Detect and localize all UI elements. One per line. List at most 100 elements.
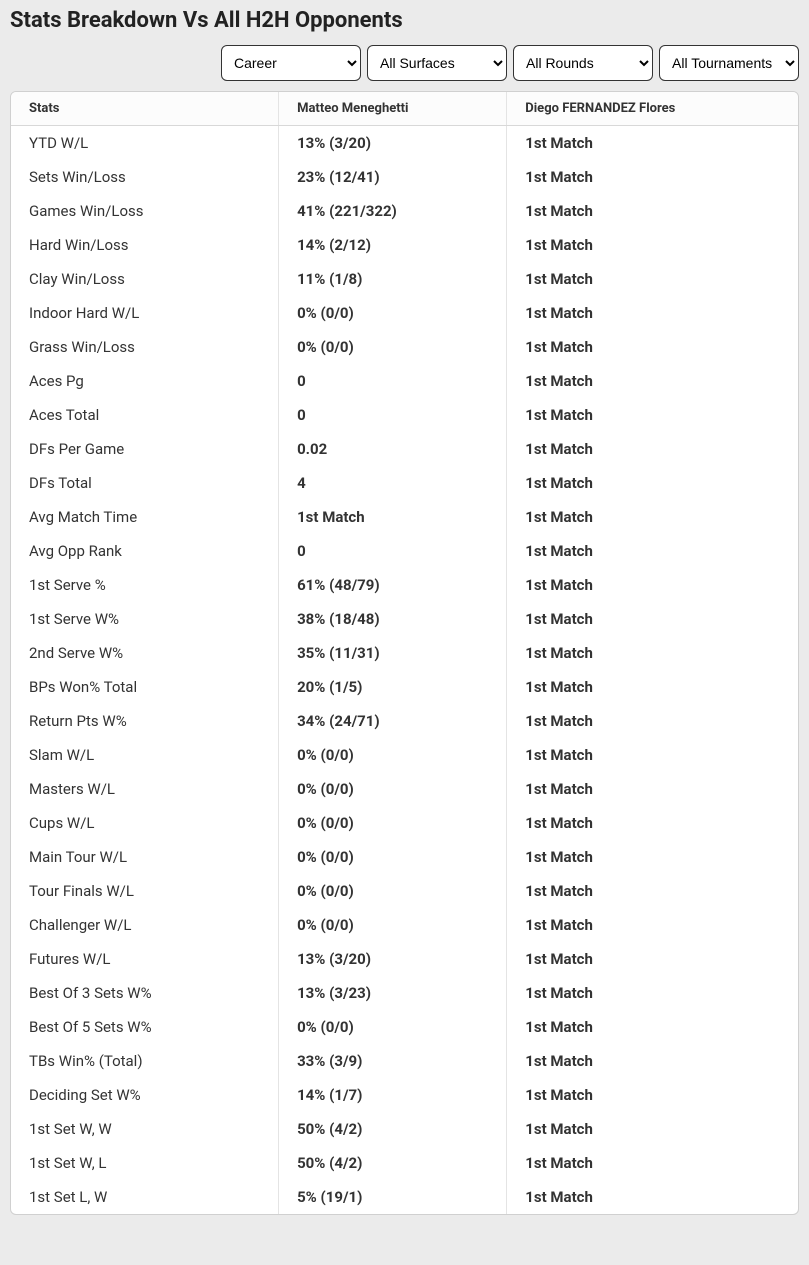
player2-value: 1st Match [507,670,798,704]
player2-value: 1st Match [507,738,798,772]
filter-rounds[interactable]: All Rounds [513,45,653,81]
stat-label: Deciding Set W% [11,1078,279,1112]
table-row: Indoor Hard W/L0% (0/0)1st Match [11,296,798,330]
table-row: Sets Win/Loss23% (12/41)1st Match [11,160,798,194]
stat-label: DFs Total [11,466,279,500]
stat-label: Avg Match Time [11,500,279,534]
player1-value: 5% (19/1) [279,1180,507,1214]
table-row: Challenger W/L0% (0/0)1st Match [11,908,798,942]
stat-label: Masters W/L [11,772,279,806]
player2-value: 1st Match [507,126,798,161]
player1-value: 0% (0/0) [279,908,507,942]
player1-value: 0% (0/0) [279,840,507,874]
stat-label: Sets Win/Loss [11,160,279,194]
player2-value: 1st Match [507,262,798,296]
stat-label: Clay Win/Loss [11,262,279,296]
col-header-stats: Stats [11,92,279,126]
stat-label: 1st Serve W% [11,602,279,636]
table-row: Hard Win/Loss14% (2/12)1st Match [11,228,798,262]
table-row: Slam W/L0% (0/0)1st Match [11,738,798,772]
player2-value: 1st Match [507,636,798,670]
player1-value: 13% (3/20) [279,126,507,161]
player2-value: 1st Match [507,942,798,976]
player1-value: 13% (3/20) [279,942,507,976]
stat-label: 2nd Serve W% [11,636,279,670]
filter-tournaments[interactable]: All Tournaments [659,45,799,81]
table-row: Grass Win/Loss0% (0/0)1st Match [11,330,798,364]
table-row: Main Tour W/L0% (0/0)1st Match [11,840,798,874]
stat-label: Aces Pg [11,364,279,398]
player2-value: 1st Match [507,1078,798,1112]
stat-label: Slam W/L [11,738,279,772]
table-row: 1st Set L, W5% (19/1)1st Match [11,1180,798,1214]
player1-value: 1st Match [279,500,507,534]
player1-value: 0.02 [279,432,507,466]
player2-value: 1st Match [507,398,798,432]
table-row: Tour Finals W/L0% (0/0)1st Match [11,874,798,908]
table-row: DFs Total41st Match [11,466,798,500]
player2-value: 1st Match [507,1180,798,1214]
player1-value: 4 [279,466,507,500]
table-row: 1st Set W, W50% (4/2)1st Match [11,1112,798,1146]
player1-value: 0% (0/0) [279,874,507,908]
table-row: Cups W/L0% (0/0)1st Match [11,806,798,840]
stat-label: Avg Opp Rank [11,534,279,568]
table-row: Aces Total01st Match [11,398,798,432]
player2-value: 1st Match [507,772,798,806]
stat-label: Cups W/L [11,806,279,840]
player1-value: 34% (24/71) [279,704,507,738]
player2-value: 1st Match [507,976,798,1010]
player1-value: 0% (0/0) [279,806,507,840]
player1-value: 61% (48/79) [279,568,507,602]
player1-value: 38% (18/48) [279,602,507,636]
stat-label: 1st Set L, W [11,1180,279,1214]
stat-label: Aces Total [11,398,279,432]
player1-value: 11% (1/8) [279,262,507,296]
player1-value: 0% (0/0) [279,1010,507,1044]
stat-label: 1st Set W, L [11,1146,279,1180]
player1-value: 0 [279,398,507,432]
page-title: Stats Breakdown Vs All H2H Opponents [10,8,799,33]
table-row: Best Of 5 Sets W%0% (0/0)1st Match [11,1010,798,1044]
table-row: 1st Set W, L50% (4/2)1st Match [11,1146,798,1180]
player2-value: 1st Match [507,1010,798,1044]
table-row: Return Pts W%34% (24/71)1st Match [11,704,798,738]
filter-career[interactable]: Career [221,45,361,81]
stats-table: Stats Matteo Meneghetti Diego FERNANDEZ … [11,92,798,1214]
player2-value: 1st Match [507,194,798,228]
table-row: Best Of 3 Sets W%13% (3/23)1st Match [11,976,798,1010]
table-row: 2nd Serve W%35% (11/31)1st Match [11,636,798,670]
stat-label: Hard Win/Loss [11,228,279,262]
stat-label: DFs Per Game [11,432,279,466]
player2-value: 1st Match [507,432,798,466]
stat-label: 1st Set W, W [11,1112,279,1146]
player2-value: 1st Match [507,568,798,602]
stat-label: Challenger W/L [11,908,279,942]
table-row: Aces Pg01st Match [11,364,798,398]
table-row: 1st Serve W%38% (18/48)1st Match [11,602,798,636]
player1-value: 23% (12/41) [279,160,507,194]
player1-value: 0% (0/0) [279,330,507,364]
player1-value: 0 [279,534,507,568]
stat-label: Grass Win/Loss [11,330,279,364]
player1-value: 0% (0/0) [279,738,507,772]
player2-value: 1st Match [507,1146,798,1180]
table-row: Masters W/L0% (0/0)1st Match [11,772,798,806]
stat-label: Indoor Hard W/L [11,296,279,330]
player1-value: 0 [279,364,507,398]
filter-surfaces[interactable]: All Surfaces [367,45,507,81]
table-row: Games Win/Loss41% (221/322)1st Match [11,194,798,228]
player2-value: 1st Match [507,602,798,636]
player1-value: 0% (0/0) [279,772,507,806]
table-header-row: Stats Matteo Meneghetti Diego FERNANDEZ … [11,92,798,126]
player2-value: 1st Match [507,534,798,568]
table-row: Avg Match Time1st Match1st Match [11,500,798,534]
player2-value: 1st Match [507,500,798,534]
player2-value: 1st Match [507,874,798,908]
stats-table-container: Stats Matteo Meneghetti Diego FERNANDEZ … [10,91,799,1215]
col-header-player2: Diego FERNANDEZ Flores [507,92,798,126]
player2-value: 1st Match [507,160,798,194]
stat-label: BPs Won% Total [11,670,279,704]
player1-value: 14% (1/7) [279,1078,507,1112]
player2-value: 1st Match [507,1044,798,1078]
